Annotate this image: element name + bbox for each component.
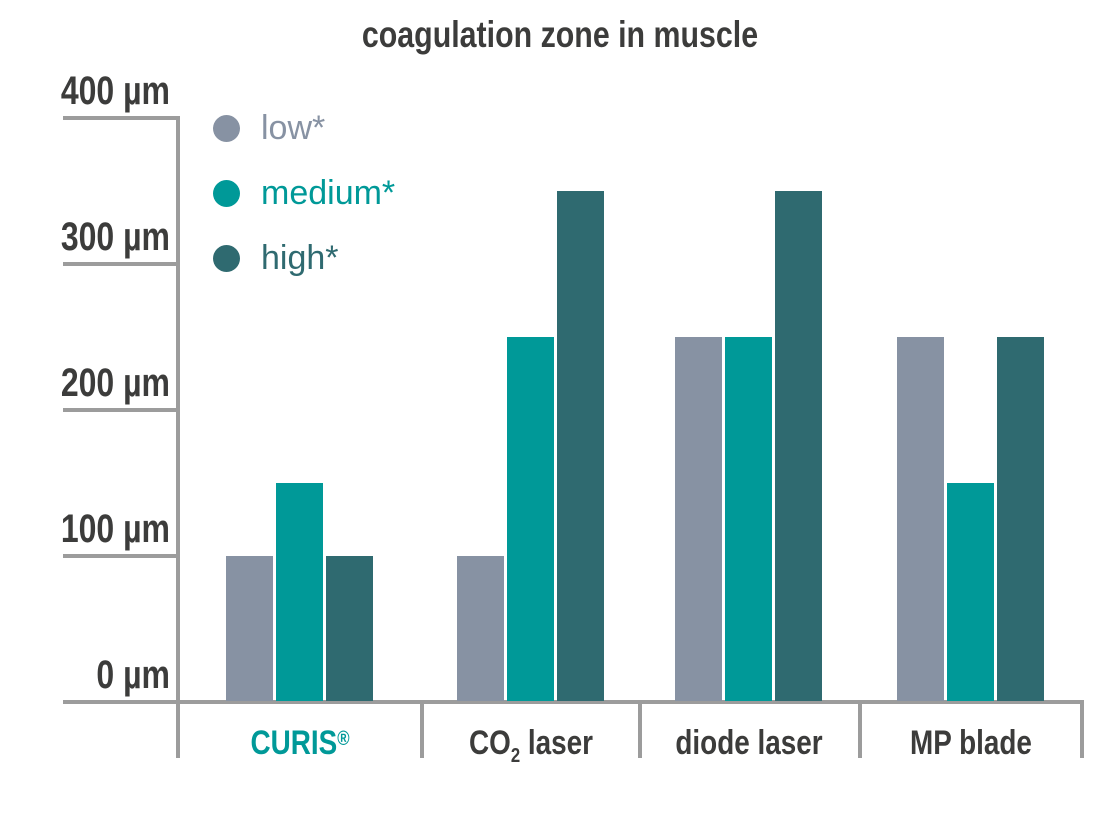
y-tick-line bbox=[63, 262, 180, 266]
bar-high-2 bbox=[557, 191, 604, 701]
y-tick-label: 100 µm bbox=[60, 507, 171, 551]
category-label-part: ® bbox=[337, 727, 350, 750]
legend-label: low* bbox=[261, 108, 326, 147]
y-tick-label: 200 µm bbox=[60, 361, 171, 405]
category-label-part: laser bbox=[520, 724, 593, 762]
category-label-3: diode laser bbox=[626, 724, 872, 763]
category-separator bbox=[858, 702, 862, 758]
y-tick-label: 300 µm bbox=[60, 215, 171, 259]
x-axis-baseline bbox=[63, 700, 1084, 704]
bar-high-1 bbox=[326, 556, 373, 701]
y-tick-line bbox=[63, 554, 180, 558]
legend-item-low: low* bbox=[213, 108, 325, 148]
legend-item-high: high* bbox=[213, 238, 339, 278]
category-label-4: MP blade bbox=[848, 724, 1094, 763]
legend-dot-icon bbox=[213, 114, 240, 142]
bar-low-2 bbox=[457, 556, 504, 701]
bar-medium-3 bbox=[725, 337, 772, 701]
legend-dot-icon bbox=[213, 179, 240, 207]
bar-low-4 bbox=[897, 337, 944, 701]
y-tick-label: 0 µm bbox=[96, 653, 170, 697]
category-separator bbox=[638, 702, 642, 758]
bar-high-4 bbox=[997, 337, 1044, 701]
y-tick-line bbox=[63, 408, 180, 412]
bar-medium-4 bbox=[947, 483, 994, 701]
category-label-1: CURIS® bbox=[177, 724, 423, 763]
bar-medium-1 bbox=[276, 483, 323, 701]
y-tick-label: 400 µm bbox=[60, 69, 171, 113]
y-tick-line bbox=[63, 116, 180, 120]
chart-title: coagulation zone in muscle bbox=[361, 14, 759, 55]
bar-low-1 bbox=[226, 556, 273, 701]
category-label-2: CO2 laser bbox=[408, 724, 654, 768]
category-label-part: MP blade bbox=[910, 724, 1032, 762]
category-label-part: CURIS bbox=[250, 724, 338, 762]
bar-low-3 bbox=[675, 337, 722, 701]
category-label-part: CO bbox=[469, 724, 511, 762]
legend-item-medium: medium* bbox=[213, 173, 395, 213]
legend-label: medium* bbox=[261, 173, 396, 212]
category-label-part: diode laser bbox=[675, 724, 823, 762]
y-axis-line bbox=[176, 118, 180, 758]
category-separator bbox=[420, 702, 424, 758]
bar-medium-2 bbox=[507, 337, 554, 701]
category-separator bbox=[1080, 702, 1084, 758]
category-label-part: 2 bbox=[510, 745, 521, 768]
legend-dot-icon bbox=[213, 244, 240, 272]
legend-label: high* bbox=[261, 238, 339, 277]
bar-high-3 bbox=[775, 191, 822, 701]
